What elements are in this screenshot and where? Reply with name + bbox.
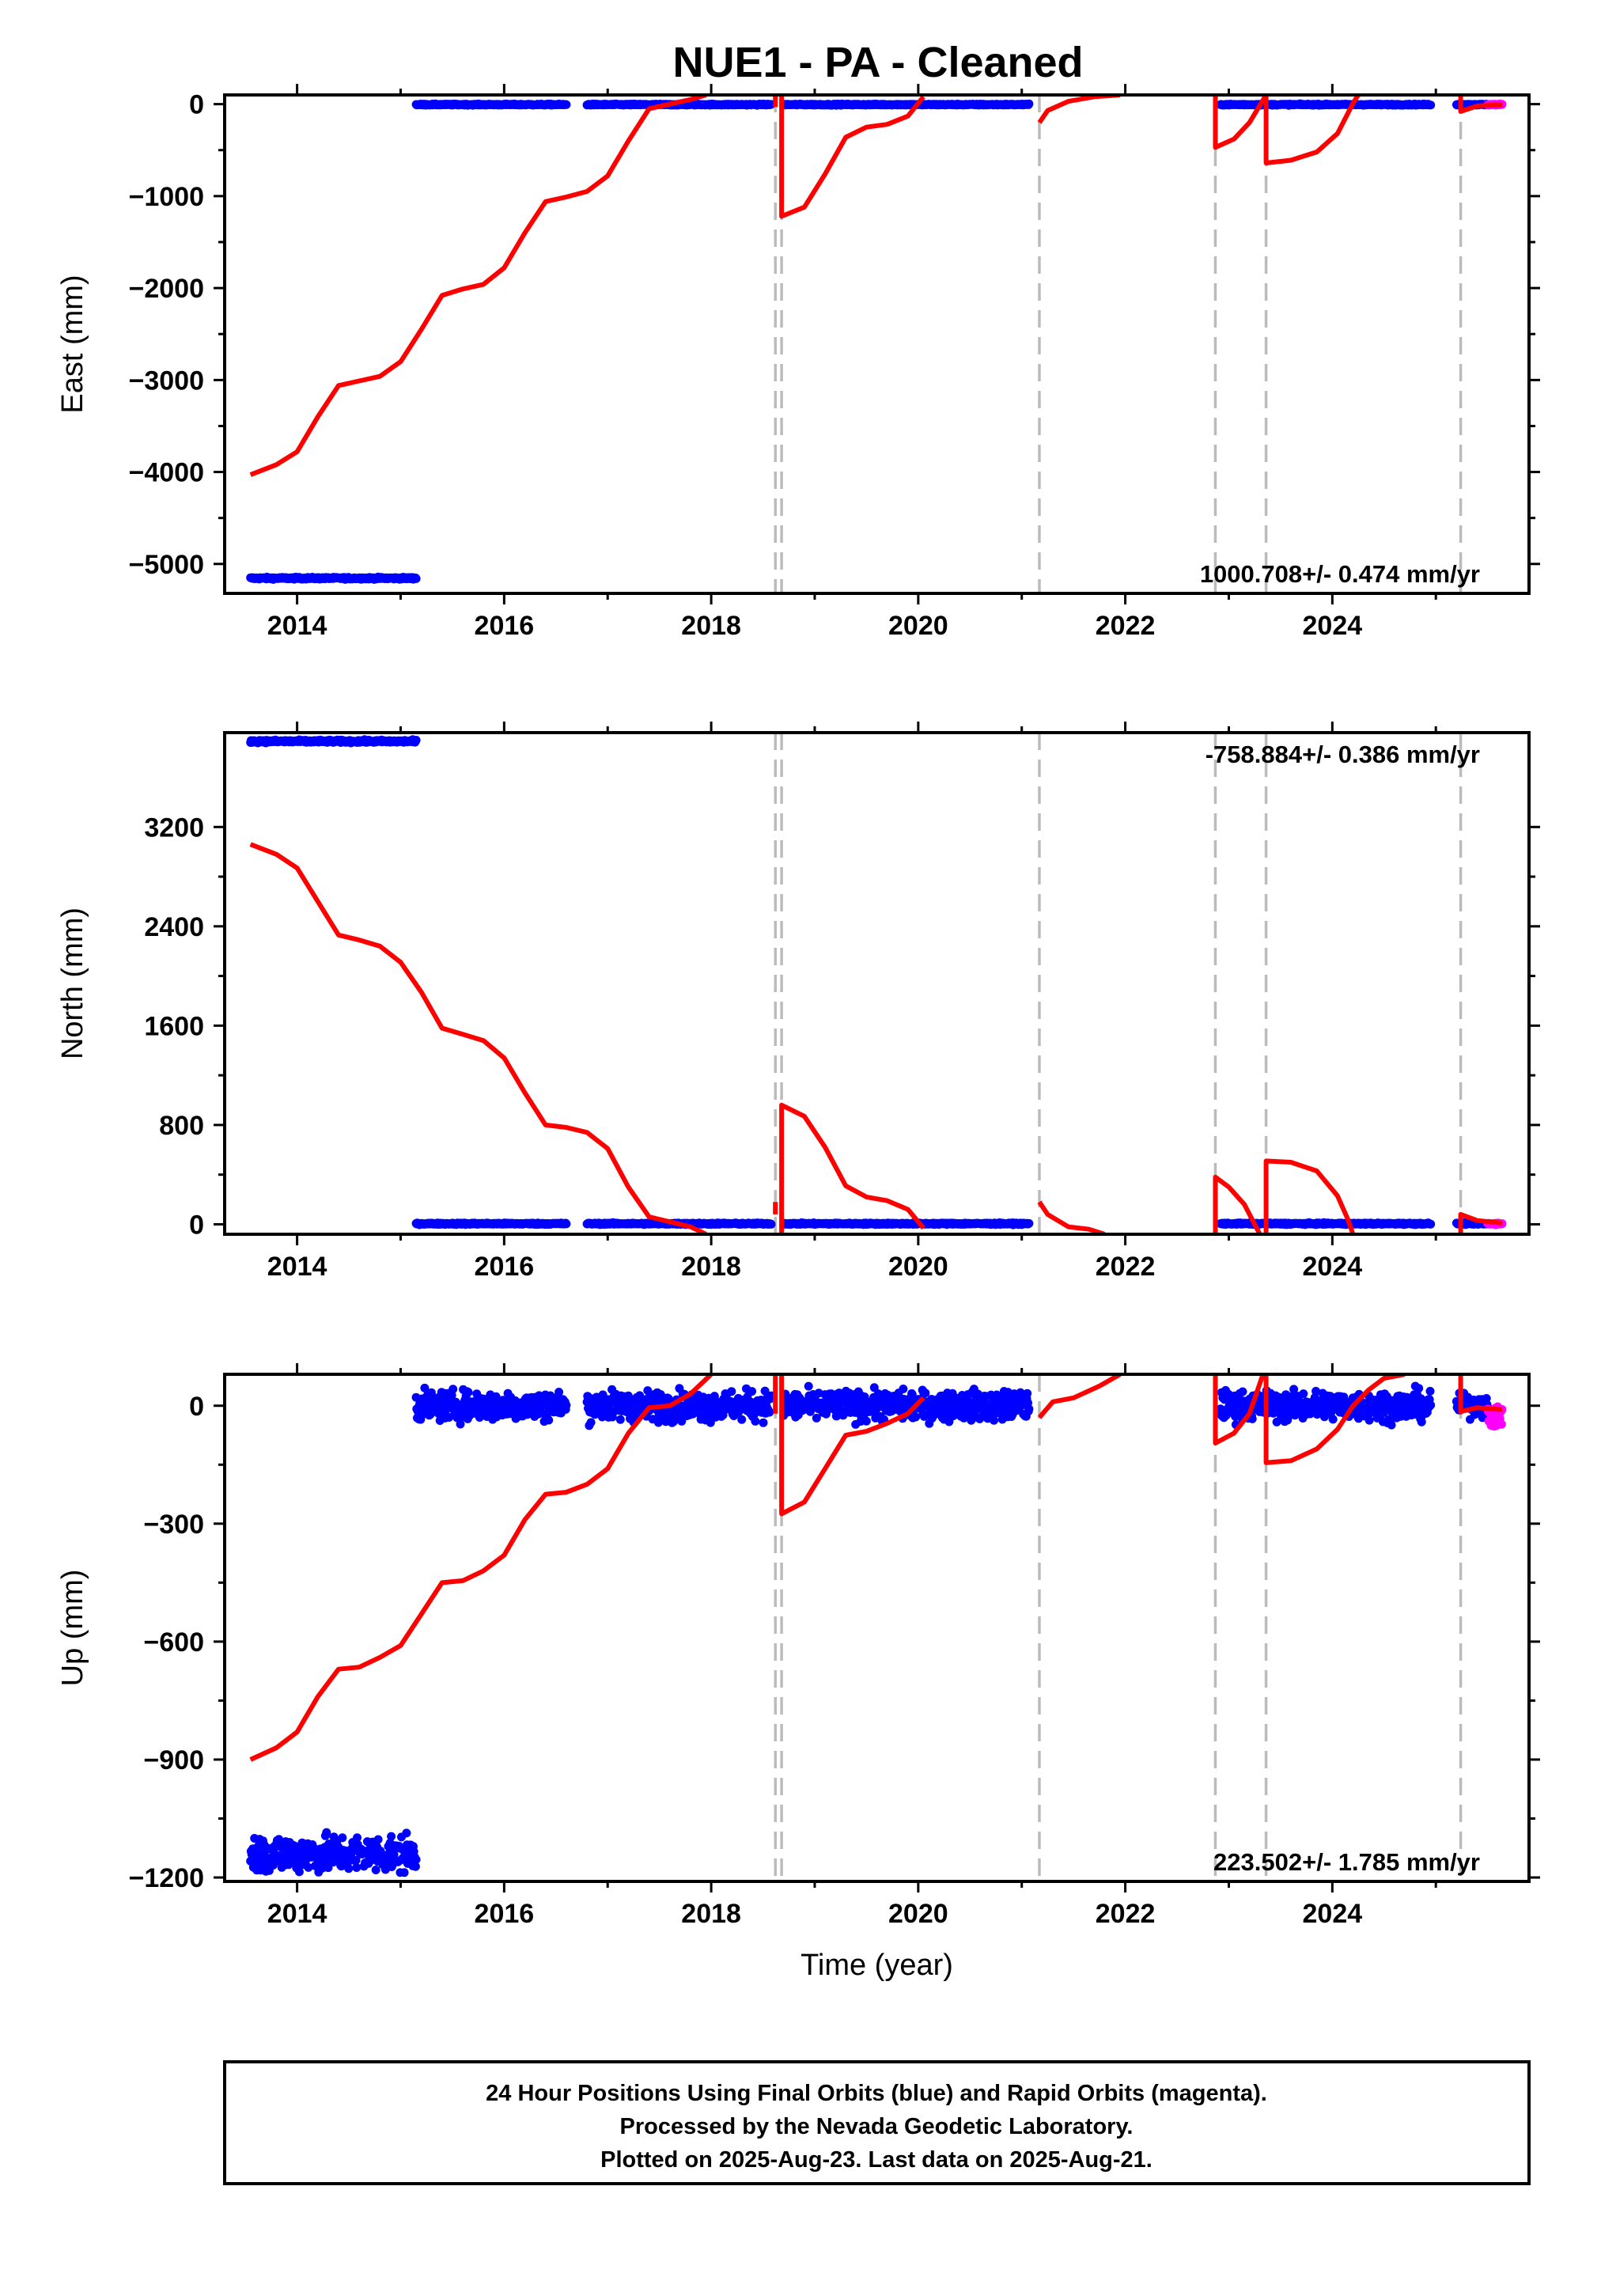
data-point [737,1415,747,1424]
plot-area [246,733,1507,1234]
x-tick-label: 2020 [888,1252,948,1282]
y-tick-label: 1600 [144,1011,204,1041]
data-point [760,1386,770,1396]
data-point [899,1385,908,1393]
data-point [727,1387,736,1396]
data-point [751,1416,760,1426]
data-point [373,1835,383,1844]
data-point [338,1833,347,1843]
x-tick-label: 2014 [267,611,327,641]
y-tick-label: 2400 [144,912,204,942]
y-tick-label: 0 [189,1210,204,1240]
plot-area [246,1374,1507,1881]
x-tick-label: 2016 [475,611,535,641]
data-point [352,1863,361,1872]
data-point [411,1855,421,1864]
plot-frame [223,731,1531,1236]
data-point [812,1413,821,1423]
data-point [371,1866,380,1874]
x-tick-label: 2024 [1303,611,1363,641]
data-point [907,1390,917,1400]
data-point [861,1416,871,1426]
x-tick-label: 2020 [888,611,948,641]
data-point [411,1862,420,1871]
y-tick-label: −3000 [129,366,205,396]
plot-frame [223,93,1531,595]
x-tick-label: 2016 [475,1252,535,1282]
rate-label: 1000.708+/- 0.474 mm/yr [1200,560,1480,588]
data-point [344,1864,354,1874]
data-point [615,1415,625,1424]
data-point [1024,1218,1034,1228]
series-final-orbits [246,1381,1493,1877]
data-point [562,1219,571,1229]
data-point [351,1855,361,1865]
panel-up: 2014 2016 2018 2020 2022 20240−300−600−900−12… [56,1363,1540,1982]
x-tick-label: 2014 [267,1252,327,1282]
data-point [759,1418,768,1427]
y-axis-label: East (mm) [56,275,89,413]
data-point [456,1419,465,1429]
panel-east: 2014 2016 2018 2020 2022 2024 0 −1000 −2000 −3000… [56,84,1540,641]
series-final-orbits [246,99,1493,584]
data-point [1024,99,1034,108]
data-point [304,1862,313,1872]
x-tick-label: 2022 [1096,611,1156,641]
data-point [990,1415,998,1425]
data-point [1426,1219,1436,1229]
x-tick-label: 2024 [1303,1252,1363,1282]
data-point [449,1385,458,1394]
data-point [464,1388,473,1397]
y-tick-label: 0 [189,90,204,120]
data-point [869,1383,879,1392]
data-point [554,1388,564,1396]
data-point [911,1412,921,1422]
data-point [921,1389,930,1398]
data-point [586,1418,596,1427]
data-point [765,1408,774,1417]
data-point [411,736,421,744]
x-tick-label: 2022 [1096,1252,1156,1282]
data-point [399,1868,409,1877]
rate-label: -758.884+/- 0.386 mm/yr [1205,741,1480,768]
model-line [249,95,1503,477]
y-tick-label: −1000 [129,182,205,212]
data-point [562,100,571,109]
y-tick-label: −5000 [129,550,205,580]
y-axis-label: North (mm) [56,907,89,1059]
model-line [249,842,1503,1234]
data-point [766,1219,776,1229]
panel-north: 2014 2016 2018 2020 2022 2024 0 800 1600 2400 3200… [56,722,1540,1282]
y-tick-label: 800 [159,1111,204,1141]
data-point [1426,100,1436,110]
x-tick-label: 2018 [681,611,741,641]
x-tick-label: 2018 [681,1252,741,1282]
data-point [664,1394,673,1404]
y-tick-label: −2000 [129,274,205,304]
data-point [544,1415,554,1425]
data-point [706,1418,715,1427]
data-point [562,1400,571,1410]
series-final-orbits [246,735,1493,1229]
data-point [294,1867,304,1877]
y-tick-label: −4000 [129,458,205,488]
data-point [1016,1388,1025,1397]
chart-title: NUE1 - PA - Cleaned [672,39,1083,86]
data-point [460,1406,469,1415]
data-point [324,1863,333,1873]
data-point [322,1828,331,1837]
data-point [420,1383,430,1392]
data-point [402,1828,411,1838]
plot-area [246,95,1507,593]
data-point [804,1381,813,1391]
y-tick-label: 3200 [144,813,204,843]
data-point [387,1832,396,1841]
data-point [411,574,421,583]
data-point [353,1833,361,1843]
data-point [748,1387,757,1396]
